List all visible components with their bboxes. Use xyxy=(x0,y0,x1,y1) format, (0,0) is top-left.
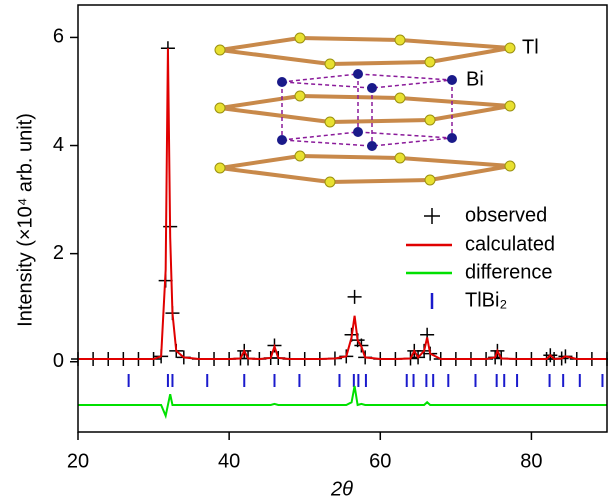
y-tick-label: 4 xyxy=(53,134,64,156)
x-axis-title: 2θ xyxy=(330,478,353,500)
difference-line xyxy=(78,385,607,420)
plot-frame xyxy=(77,4,608,433)
legend-label: TlBi₂ xyxy=(465,289,507,311)
legend-label: difference xyxy=(465,261,552,283)
observed-point xyxy=(347,289,362,304)
y-axis-title: Intensity (×10⁴ arb. unit) xyxy=(14,113,36,327)
y-tick-label: 0 xyxy=(53,350,64,372)
y-tick-label: 6 xyxy=(53,26,64,48)
x-tick-label: 80 xyxy=(520,450,542,472)
x-tick-label: 60 xyxy=(369,450,391,472)
x-tick-label: 40 xyxy=(218,450,240,472)
y-tick-label: 2 xyxy=(53,242,64,264)
legend-label: observed xyxy=(465,204,547,226)
x-tick-label: 20 xyxy=(67,450,89,472)
legend-label: calculated xyxy=(465,233,555,255)
calculated-line xyxy=(78,48,607,361)
inset-label: Bi xyxy=(466,68,484,90)
legend-symbol xyxy=(424,208,440,224)
inset-label: Tl xyxy=(522,36,539,58)
crystal-structure-inset: Tl Bi xyxy=(214,32,539,188)
